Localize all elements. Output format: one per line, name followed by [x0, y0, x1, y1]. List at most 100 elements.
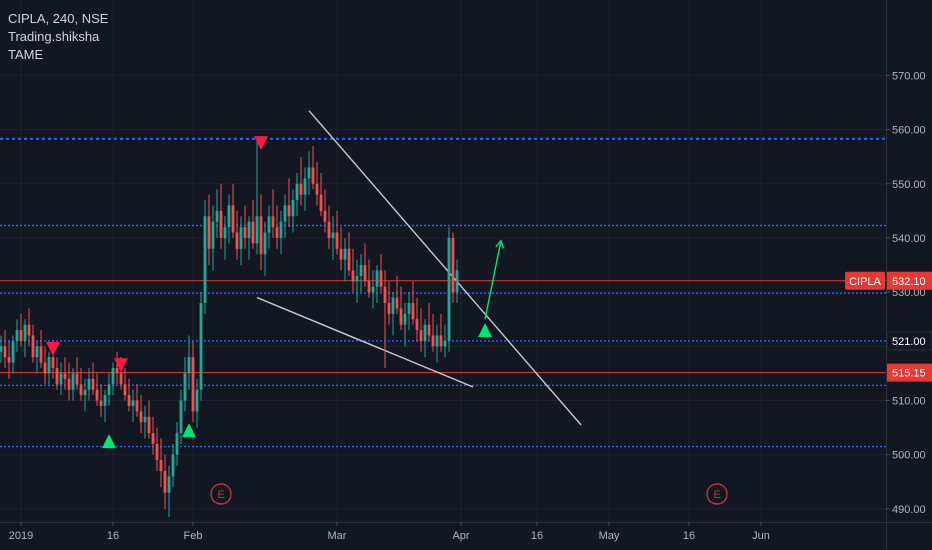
candle-body	[431, 335, 435, 347]
candle-body	[59, 373, 63, 385]
symbol-line: CIPLA, 240, NSE	[8, 11, 109, 26]
candle-body	[259, 216, 263, 255]
candle-body	[323, 210, 327, 222]
candle-body	[15, 330, 19, 341]
candle-body	[351, 270, 355, 282]
candle-body	[371, 286, 375, 293]
y-tick-label: 510.00	[892, 396, 926, 408]
price-label-text: 532.10	[892, 276, 926, 288]
candle-body	[51, 357, 55, 369]
candle-body	[311, 167, 315, 184]
x-tick-label: 2019	[9, 530, 33, 542]
sell-signal-triangle	[114, 358, 128, 373]
candle-body	[115, 368, 119, 374]
candle-body	[35, 346, 39, 358]
earnings-marker	[210, 483, 232, 505]
candle-body	[107, 384, 111, 396]
earnings-marker	[706, 483, 728, 505]
candle-body	[271, 216, 275, 228]
candle-body	[355, 275, 359, 282]
candle-body	[63, 373, 67, 379]
candle-body	[379, 270, 383, 287]
candle-body	[207, 216, 211, 249]
candle-body	[215, 210, 219, 222]
candle-body	[171, 454, 175, 477]
legend-block: CIPLA, 240, NSE Trading.shiksha TAME	[8, 10, 108, 64]
earnings-label: E	[713, 489, 720, 501]
candle-body	[139, 411, 143, 423]
candle-body	[223, 227, 227, 238]
candle-body	[235, 232, 239, 249]
candle-body	[27, 324, 31, 336]
price-label-box	[887, 363, 932, 382]
buy-signal-triangle	[478, 323, 492, 338]
candle-body	[19, 330, 23, 341]
candle-body	[335, 232, 339, 249]
candle-body	[199, 302, 203, 390]
y-tick-label: 540.00	[892, 233, 926, 245]
candle-body	[167, 476, 171, 493]
candle-body	[71, 373, 75, 390]
candle-body	[319, 194, 323, 211]
candle-body	[203, 216, 207, 303]
candle-body	[447, 237, 451, 341]
candle-body	[387, 302, 391, 314]
candle-body	[307, 167, 311, 179]
candle-body	[451, 237, 455, 293]
candle-body	[91, 378, 95, 390]
y-tick-label: 490.00	[892, 504, 926, 516]
x-tick-label: 16	[107, 530, 119, 542]
candle-body	[147, 416, 151, 434]
candle-body	[427, 324, 431, 336]
y-tick-label: 500.00	[892, 450, 926, 462]
candle-body	[3, 346, 7, 358]
candle-body	[143, 416, 147, 423]
candle-body	[175, 433, 179, 455]
author-line: Trading.shiksha	[8, 29, 100, 44]
candle-body	[163, 470, 167, 493]
projection-arrow	[484, 240, 502, 320]
candle-body	[359, 265, 363, 276]
candle-body	[31, 335, 35, 358]
earnings-label: E	[217, 489, 224, 501]
candle-body	[0, 346, 3, 352]
buy-signal-triangle	[102, 434, 116, 449]
candle-body	[263, 232, 267, 255]
time-axis-background	[0, 522, 886, 550]
candle-body	[331, 232, 335, 238]
price-label-text: 521.00	[892, 336, 926, 348]
price-label-text: 515.15	[892, 368, 926, 380]
candle-body	[299, 183, 303, 195]
y-tick-label: 570.00	[892, 70, 926, 82]
candle-body	[231, 205, 235, 233]
candle-body	[443, 340, 447, 347]
candle-body	[119, 373, 123, 385]
y-tick-label: 550.00	[892, 179, 926, 191]
candle-body	[211, 221, 215, 249]
x-tick-label: 16	[683, 530, 695, 542]
candle-body	[415, 319, 419, 331]
candle-body	[367, 281, 371, 293]
candle-body	[155, 443, 159, 461]
candle-body	[131, 400, 135, 406]
candle-body	[343, 248, 347, 260]
candle-body	[419, 330, 423, 341]
price-label-box	[886, 331, 932, 351]
candle-body	[67, 378, 71, 390]
candle-body	[187, 357, 191, 374]
candle-body	[103, 395, 107, 406]
candle-body	[83, 389, 87, 396]
candle-body	[403, 313, 407, 325]
candle-body	[99, 400, 103, 406]
candle-body	[291, 200, 295, 217]
candle-body	[227, 205, 231, 228]
candle-body	[111, 368, 115, 385]
candle-body	[183, 373, 187, 401]
candle-body	[251, 221, 255, 244]
candle-body	[327, 221, 331, 238]
x-tick-label: May	[599, 530, 620, 542]
y-tick-label: 560.00	[892, 125, 926, 137]
candle-body	[423, 324, 427, 341]
